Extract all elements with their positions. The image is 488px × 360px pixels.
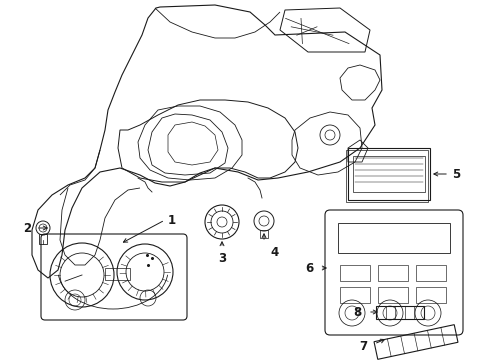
- Text: 6: 6: [304, 261, 312, 274]
- Text: 3: 3: [218, 252, 225, 265]
- Text: 5: 5: [451, 167, 459, 180]
- Text: 7: 7: [358, 341, 366, 354]
- Text: 4: 4: [269, 246, 278, 259]
- Text: 8: 8: [352, 306, 360, 319]
- Text: 1: 1: [168, 213, 176, 226]
- Text: 2: 2: [23, 221, 31, 234]
